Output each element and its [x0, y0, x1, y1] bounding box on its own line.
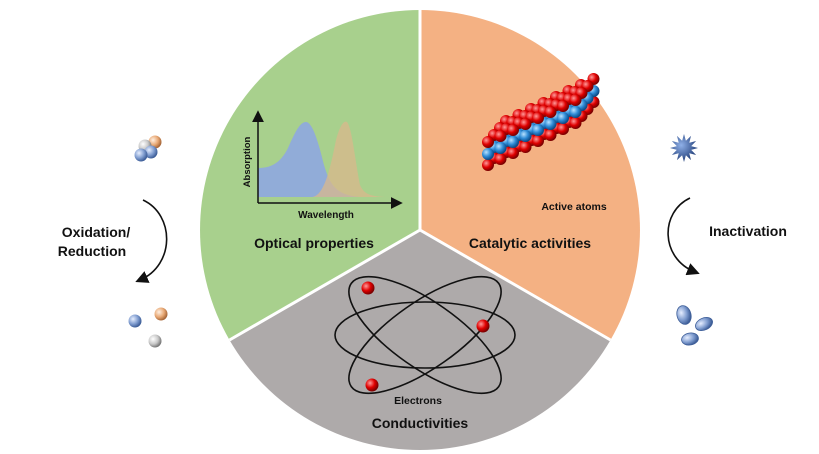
atom — [519, 130, 532, 142]
atom — [494, 153, 507, 165]
atom — [482, 159, 494, 171]
clustered-spheres-icon — [134, 135, 162, 162]
electrons-label: Electrons — [394, 395, 442, 407]
spiky-virus-icon — [670, 134, 698, 162]
electron-orbits-icon — [334, 275, 516, 395]
atom — [544, 106, 557, 118]
graph-ylabel: Absorption — [242, 136, 253, 187]
atom — [569, 106, 582, 118]
inactivated-particles-icon — [676, 305, 713, 346]
sector-label-catalytic: Catalytic activities — [469, 235, 591, 251]
electron — [365, 378, 379, 392]
atom — [532, 124, 544, 136]
atom — [569, 117, 582, 129]
oxidation-label-line1: Oxidation/ — [62, 224, 131, 240]
absorption-peak-blue — [258, 122, 360, 197]
atom — [557, 112, 569, 124]
virus-body — [670, 134, 698, 162]
electron — [476, 319, 490, 333]
sector-divider — [228, 228, 421, 342]
dispersed-spheres-icon — [128, 307, 168, 348]
atom — [532, 112, 544, 124]
atom — [494, 142, 507, 154]
absorption-peak-tan — [312, 121, 390, 197]
atom — [532, 135, 544, 147]
atom — [557, 123, 569, 135]
atom — [507, 136, 519, 148]
atom — [557, 100, 569, 112]
atom — [519, 141, 532, 153]
sector-label-optical: Optical properties — [254, 235, 374, 251]
atom — [544, 129, 557, 141]
atom — [519, 118, 532, 130]
atom — [482, 148, 494, 160]
sector-conductive — [229, 230, 611, 450]
sector-divider — [419, 228, 612, 342]
absorption-graph: Absorption Wavelength — [242, 110, 403, 221]
oxidation-arrow — [135, 199, 168, 283]
atom — [507, 124, 519, 136]
electron — [361, 281, 375, 295]
active-atoms-label: Active atoms — [541, 201, 607, 213]
atom — [482, 136, 494, 148]
atom-slab-icon — [482, 73, 600, 171]
atom — [544, 118, 557, 130]
atom — [494, 130, 507, 142]
graph-xlabel: Wavelength — [298, 210, 354, 221]
inactivation-label: Inactivation — [709, 223, 787, 239]
sector-label-conductive: Conductivities — [372, 415, 469, 431]
atom — [569, 94, 582, 106]
inactivation-arrow — [667, 197, 700, 276]
atom — [507, 147, 519, 159]
oxidation-label-line2: Reduction — [58, 243, 126, 259]
